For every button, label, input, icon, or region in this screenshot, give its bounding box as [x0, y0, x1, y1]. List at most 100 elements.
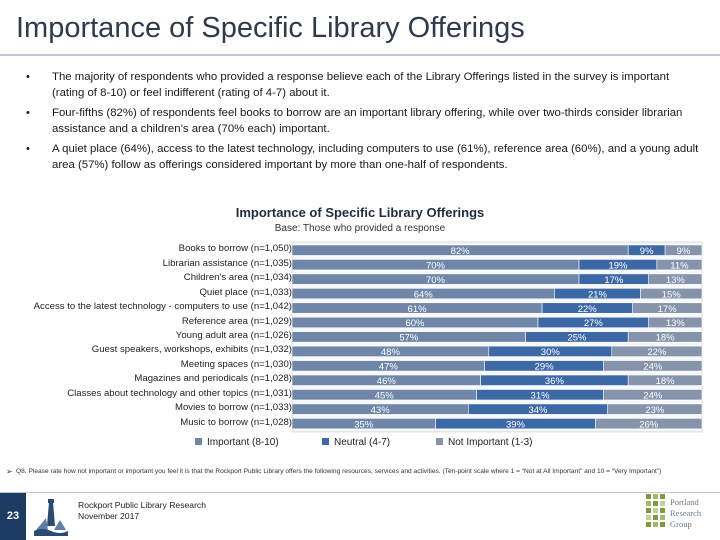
legend-item: Neutral (4-7) [322, 437, 390, 448]
bullet-marker: • [26, 107, 30, 119]
data-label: 11% [670, 260, 689, 271]
category-label: Guest speakers, workshops, exhibits (n=1… [91, 344, 292, 356]
data-label: 39% [506, 419, 526, 430]
data-label: 45% [375, 390, 395, 401]
bar-segment [627, 374, 703, 386]
chart-title: Importance of Specific Library Offerings [235, 205, 485, 220]
bar-segment [664, 244, 703, 256]
data-label: 9% [640, 246, 654, 257]
bar-segment [611, 345, 703, 357]
bar-segment [656, 259, 703, 271]
category-label: Music to borrow (n=1,028) [180, 416, 292, 428]
data-label: 60% [405, 318, 425, 329]
data-label: 61% [408, 304, 428, 315]
data-label: 29% [535, 362, 555, 373]
data-label: 9% [677, 246, 691, 257]
legend-label: Neutral (4-7) [334, 437, 391, 448]
data-label: 43% [371, 405, 391, 416]
category-label: Meeting spaces (n=1,030) [180, 358, 292, 370]
title-divider [0, 54, 720, 56]
data-label: 19% [608, 260, 628, 271]
bullet-marker: • [26, 143, 30, 155]
legend-item: Important (8-10) [195, 437, 279, 448]
data-label: 17% [658, 304, 678, 315]
data-label: 57% [399, 333, 419, 344]
legend-swatch [436, 438, 443, 445]
research-group-logo-icon: Portland Research Group [646, 494, 702, 529]
bullet-item: • A quiet place (64%), access to the lat… [22, 142, 702, 173]
data-label: 48% [381, 347, 401, 358]
legend-item: Not Important (1-3) [436, 437, 532, 448]
footer-text: Rockport Public Library Research Novembe… [78, 500, 206, 522]
category-label: Reference area (n=1,029) [181, 315, 292, 327]
category-label: Children's area (n=1,034) [183, 272, 292, 284]
data-label: 46% [377, 376, 397, 387]
footnote-text: Q8. Please rate how not important or imp… [16, 468, 662, 475]
chart-subtitle: Base: Those who provided a response [274, 223, 446, 234]
data-label: 26% [639, 419, 659, 430]
data-label: 31% [531, 390, 551, 401]
category-label: Librarian assistance (n=1,035) [162, 257, 292, 269]
bullet-text: The majority of respondents who provided… [52, 71, 670, 99]
bullet-list: • The majority of respondents who provid… [22, 70, 702, 178]
data-label: 25% [567, 333, 587, 344]
slide-title: Importance of Specific Library Offerings [16, 12, 525, 44]
data-label: 13% [666, 318, 686, 329]
data-label: 24% [643, 390, 663, 401]
data-label: 35% [354, 419, 374, 430]
data-label: 82% [451, 246, 471, 257]
data-label: 27% [584, 318, 604, 329]
footer-date: November 2017 [78, 511, 140, 521]
stacked-bar-chart: 82% 9% 9% 70% 19% 11% 70% 17% 13% 64% 21% 15% 61% 22%… [291, 241, 703, 433]
data-label: 23% [645, 405, 665, 416]
legend-swatch [322, 438, 329, 445]
category-label: Quiet place (n=1,033) [199, 286, 292, 298]
data-label: 70% [426, 260, 446, 271]
category-label: Books to borrow (n=1,050) [178, 243, 292, 255]
data-label: 64% [414, 289, 434, 300]
data-label: 24% [643, 362, 663, 373]
data-label: 22% [647, 347, 667, 358]
bullet-text: Four-fifths (82%) of respondents feel bo… [52, 107, 683, 135]
logo-word-2: Research [670, 508, 702, 518]
page-number: 23 [0, 493, 26, 540]
bullet-marker: • [26, 71, 30, 83]
footnote: ➢ Q8. Please rate how not important or i… [6, 467, 711, 476]
data-label: 18% [656, 376, 676, 387]
bar-segment [648, 273, 703, 285]
category-label: Movies to borrow (n=1,033) [174, 402, 292, 414]
data-label: 21% [588, 289, 608, 300]
footnote-arrow-icon: ➢ [6, 467, 13, 476]
data-label: 17% [604, 275, 624, 286]
bar-segment [607, 403, 703, 415]
logo-word-1: Portland [670, 497, 700, 507]
data-label: 13% [666, 275, 686, 286]
footer-org: Rockport Public Library Research [78, 500, 207, 510]
data-label: 36% [545, 376, 565, 387]
bar-segment [595, 418, 703, 430]
category-label: Young adult area (n=1,026) [175, 329, 292, 341]
logo-word-3: Group [670, 519, 692, 529]
bar-segment [640, 288, 703, 300]
data-label: 34% [528, 405, 548, 416]
legend-label: Not Important (1-3) [448, 437, 533, 448]
lighthouse-logo-icon [34, 496, 68, 536]
data-label: 15% [662, 289, 682, 300]
data-label: 22% [578, 304, 598, 315]
category-label: Classes about technology and other topic… [67, 387, 292, 399]
legend-swatch [195, 438, 202, 445]
bar-segment [627, 331, 703, 343]
category-label: Access to the latest technology - comput… [33, 301, 292, 313]
data-label: 18% [656, 333, 676, 344]
bullet-text: A quiet place (64%), access to the lates… [52, 143, 699, 171]
footer-divider [0, 492, 720, 493]
data-label: 47% [379, 362, 399, 373]
data-label: 70% [426, 275, 446, 286]
legend-label: Important (8-10) [207, 437, 279, 448]
bullet-item: • The majority of respondents who provid… [22, 70, 702, 101]
bullet-item: • Four-fifths (82%) of respondents feel … [22, 106, 702, 137]
bar-segment [603, 360, 703, 372]
category-label: Magazines and periodicals (n=1,028) [134, 373, 292, 385]
bar-segment [631, 302, 703, 314]
bar-segment [648, 316, 703, 329]
